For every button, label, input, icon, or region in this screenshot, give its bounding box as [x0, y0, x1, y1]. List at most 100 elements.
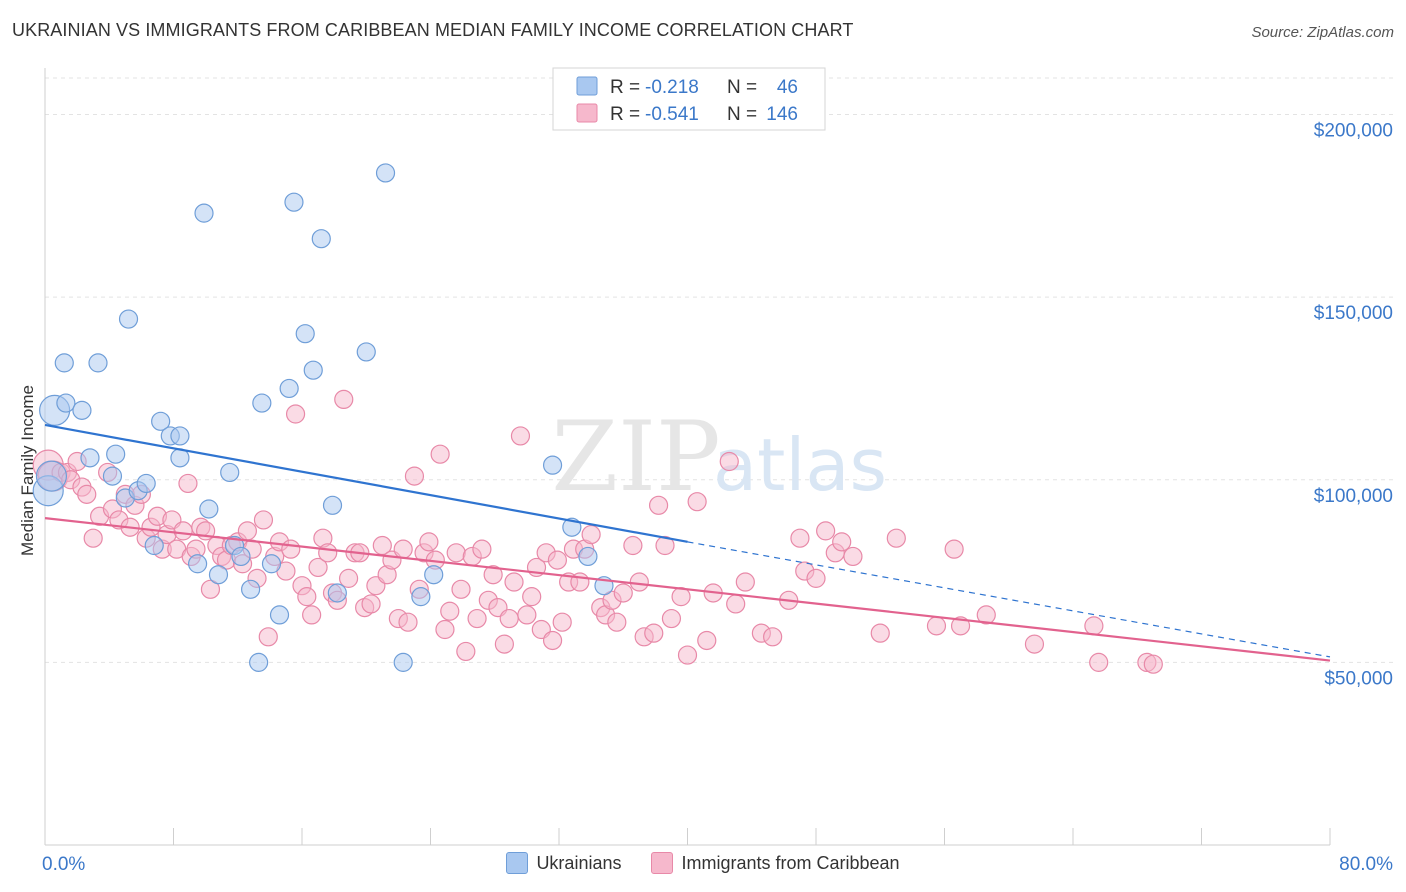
- point-caribbean: [456, 641, 476, 662]
- point-caribbean: [735, 572, 755, 592]
- point-caribbean: [419, 532, 439, 552]
- watermark: ZIP atlas: [551, 401, 887, 513]
- point-caribbean: [510, 426, 531, 446]
- point-caribbean: [472, 539, 492, 559]
- point-caribbean: [607, 612, 627, 632]
- point-caribbean: [843, 546, 863, 567]
- legend-box: R = -0.218 N = 46 R = -0.541 N = 146: [552, 67, 826, 131]
- point-caribbean: [430, 444, 450, 464]
- point-ukrainians: [231, 546, 251, 567]
- point-caribbean: [338, 568, 359, 588]
- point-caribbean: [870, 623, 890, 643]
- legend-swatch-ukrainians: [506, 852, 529, 874]
- point-ukrainians: [106, 444, 126, 464]
- point-caribbean: [687, 492, 707, 512]
- point-caribbean: [697, 630, 717, 651]
- watermark-atlas: atlas: [713, 423, 887, 507]
- point-ukrainians: [411, 587, 431, 607]
- point-ukrainians: [56, 393, 76, 413]
- trend-lines: [44, 423, 1331, 662]
- point-ukrainians: [424, 565, 444, 585]
- point-caribbean: [552, 612, 572, 632]
- point-caribbean: [308, 557, 328, 578]
- point-caribbean: [806, 568, 826, 588]
- point-caribbean: [446, 543, 466, 563]
- point-ukrainians: [194, 203, 214, 223]
- point-caribbean: [258, 627, 278, 647]
- series-ukrainians-points: [32, 163, 614, 672]
- point-ukrainians: [187, 554, 208, 574]
- point-caribbean: [581, 524, 601, 545]
- point-caribbean: [677, 645, 698, 665]
- point-caribbean: [629, 572, 649, 592]
- point-caribbean: [655, 535, 675, 556]
- point-caribbean: [77, 484, 97, 504]
- point-caribbean: [547, 550, 567, 570]
- point-ukrainians: [375, 163, 396, 183]
- point-ukrainians: [279, 378, 299, 399]
- point-ukrainians: [199, 499, 219, 519]
- gridlines: [45, 77, 1395, 663]
- point-caribbean: [542, 630, 563, 651]
- legend-r-value-1: -0.218: [645, 77, 699, 98]
- point-caribbean: [726, 594, 746, 614]
- point-caribbean: [499, 608, 519, 629]
- legend-r-value-2: -0.541: [645, 104, 699, 125]
- y-tick-label: $200,000: [1314, 121, 1393, 142]
- y-tick-labels: $50,000 $100,000 $150,000 $200,000: [1314, 121, 1393, 690]
- point-caribbean: [318, 543, 338, 563]
- legend-swatch-ukrainians: [576, 76, 598, 96]
- point-caribbean: [816, 521, 836, 541]
- point-caribbean: [173, 521, 193, 541]
- trend-line-caribbean: [44, 517, 1331, 662]
- point-ukrainians: [208, 565, 229, 585]
- x-tick-label-max: 80.0%: [1339, 854, 1393, 875]
- point-caribbean: [1143, 654, 1163, 674]
- point-ukrainians: [252, 393, 272, 413]
- legend-swatch-caribbean: [651, 852, 674, 874]
- point-caribbean: [976, 605, 996, 625]
- legend-item-caribbean[interactable]: Immigrants from Caribbean: [651, 852, 900, 874]
- point-caribbean: [281, 539, 301, 559]
- bottom-legend: Ukrainians Immigrants from Caribbean: [0, 852, 1406, 874]
- source-credit: Source: ZipAtlas.com: [1251, 24, 1394, 41]
- point-caribbean: [522, 587, 542, 607]
- point-ukrainians: [327, 583, 347, 603]
- point-caribbean: [285, 404, 306, 424]
- point-ukrainians: [102, 466, 123, 486]
- legend-item-ukrainians[interactable]: Ukrainians: [506, 852, 621, 874]
- legend-label-caribbean: Immigrants from Caribbean: [681, 852, 900, 873]
- point-ukrainians: [170, 426, 190, 446]
- point-caribbean: [1084, 616, 1104, 636]
- point-ukrainians: [303, 360, 323, 380]
- point-ukrainians: [220, 462, 240, 483]
- point-caribbean: [719, 451, 739, 472]
- point-ukrainians: [241, 579, 261, 599]
- point-caribbean: [763, 627, 783, 647]
- point-ukrainians: [72, 400, 92, 420]
- point-caribbean: [467, 608, 487, 629]
- point-ukrainians: [35, 460, 68, 492]
- point-caribbean: [517, 605, 537, 625]
- point-caribbean: [1024, 634, 1045, 654]
- point-caribbean: [613, 583, 633, 603]
- point-ukrainians: [249, 652, 269, 672]
- trend-line-ukrainians-extension: [687, 541, 1331, 658]
- point-caribbean: [440, 601, 460, 621]
- point-ukrainians: [144, 535, 164, 556]
- legend-label-ukrainians: Ukrainians: [536, 852, 622, 873]
- trend-line-ukrainians: [44, 423, 688, 543]
- point-caribbean: [435, 619, 455, 640]
- point-caribbean: [253, 510, 274, 530]
- legend-r-label-2: R =: [610, 104, 640, 125]
- legend-n-value-1: 46: [777, 77, 798, 98]
- point-ukrainians: [136, 473, 156, 494]
- point-caribbean: [483, 565, 503, 585]
- point-caribbean: [950, 616, 971, 636]
- point-ukrainians: [542, 455, 563, 475]
- point-caribbean: [451, 579, 471, 599]
- point-ukrainians: [284, 192, 304, 212]
- point-ukrainians: [151, 411, 171, 431]
- point-ukrainians: [54, 353, 74, 373]
